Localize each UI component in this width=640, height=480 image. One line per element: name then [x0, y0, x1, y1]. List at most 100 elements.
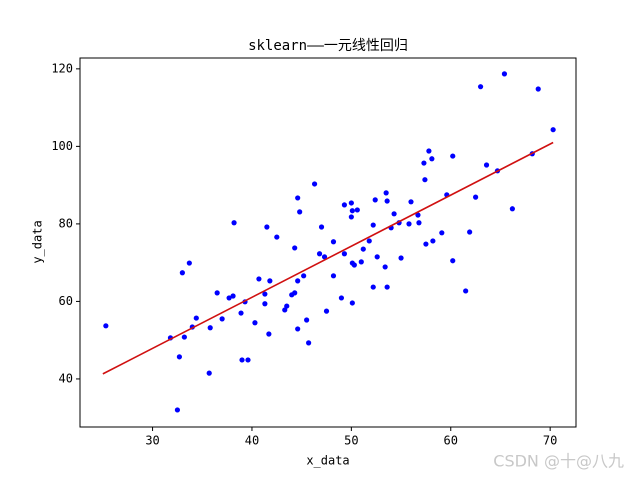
- point: [535, 86, 541, 92]
- x-tick-label: 50: [344, 434, 358, 448]
- point: [354, 207, 360, 213]
- point: [348, 200, 354, 206]
- point: [430, 238, 436, 244]
- point: [267, 278, 273, 284]
- point: [176, 354, 182, 360]
- point: [391, 211, 397, 217]
- watermark: CSDN @十@八九: [493, 452, 624, 471]
- point: [214, 290, 220, 296]
- y-axis-label: y_data: [31, 220, 45, 263]
- point: [292, 290, 298, 296]
- point: [349, 208, 355, 214]
- point: [262, 291, 268, 297]
- y-tick-label: 100: [51, 139, 73, 153]
- y-tick-label: 120: [51, 61, 73, 75]
- point: [477, 84, 484, 90]
- point: [181, 334, 187, 340]
- point: [415, 212, 421, 218]
- point: [321, 254, 328, 260]
- point: [450, 258, 456, 264]
- point: [193, 315, 199, 321]
- point: [274, 234, 280, 240]
- point: [370, 284, 376, 290]
- point: [295, 326, 301, 332]
- point: [179, 270, 185, 276]
- point: [239, 357, 245, 363]
- point: [351, 262, 357, 268]
- point: [231, 220, 237, 226]
- point: [366, 238, 372, 244]
- point: [238, 310, 244, 316]
- point: [372, 197, 378, 203]
- point: [282, 307, 288, 313]
- point: [429, 156, 435, 162]
- point: [206, 370, 212, 376]
- point: [311, 181, 318, 187]
- point: [103, 323, 109, 329]
- y-tick-label: 40: [59, 371, 73, 385]
- point: [483, 162, 490, 168]
- point: [467, 229, 473, 235]
- point: [349, 300, 355, 306]
- point: [256, 276, 262, 282]
- chart-title: sklearn——一元线性回归: [248, 37, 408, 54]
- x-tick-label: 70: [543, 434, 557, 448]
- point: [370, 222, 376, 228]
- point: [330, 273, 337, 279]
- point: [416, 220, 422, 226]
- x-tick-label: 30: [145, 434, 159, 448]
- point: [252, 320, 258, 326]
- point: [207, 325, 213, 331]
- point: [266, 331, 272, 337]
- point: [382, 264, 388, 270]
- point: [383, 190, 389, 196]
- point: [306, 340, 312, 346]
- point: [284, 303, 290, 309]
- point: [245, 357, 251, 363]
- point: [450, 153, 456, 159]
- x-axis-label: x_data: [306, 454, 349, 468]
- point: [509, 206, 515, 212]
- point: [473, 194, 479, 200]
- point: [384, 284, 390, 290]
- point: [323, 308, 330, 314]
- point: [230, 293, 236, 299]
- point: [348, 214, 354, 220]
- fit-line: [102, 141, 554, 375]
- point: [384, 198, 390, 204]
- y-tick-label: 80: [59, 216, 73, 230]
- point: [219, 316, 225, 322]
- point: [262, 301, 268, 307]
- point: [318, 224, 325, 230]
- y-tick-label: 60: [59, 294, 73, 308]
- point: [360, 246, 366, 252]
- point: [426, 148, 432, 154]
- point: [423, 241, 429, 247]
- point: [358, 259, 364, 265]
- point: [304, 317, 310, 323]
- point: [501, 71, 508, 77]
- point: [292, 245, 298, 251]
- point: [463, 288, 469, 294]
- point: [338, 295, 345, 301]
- point: [295, 278, 301, 284]
- point: [330, 239, 337, 245]
- point: [421, 160, 427, 166]
- point: [550, 127, 556, 133]
- point: [316, 251, 323, 257]
- point: [374, 254, 380, 260]
- x-tick-label: 40: [245, 434, 259, 448]
- point: [341, 202, 348, 208]
- point: [439, 230, 445, 236]
- point: [301, 273, 307, 279]
- point: [264, 224, 270, 230]
- point: [295, 195, 301, 201]
- plot-frame: [79, 57, 577, 428]
- point: [186, 260, 192, 266]
- point: [297, 209, 303, 215]
- point: [406, 221, 412, 227]
- point: [398, 255, 404, 261]
- point: [341, 251, 348, 257]
